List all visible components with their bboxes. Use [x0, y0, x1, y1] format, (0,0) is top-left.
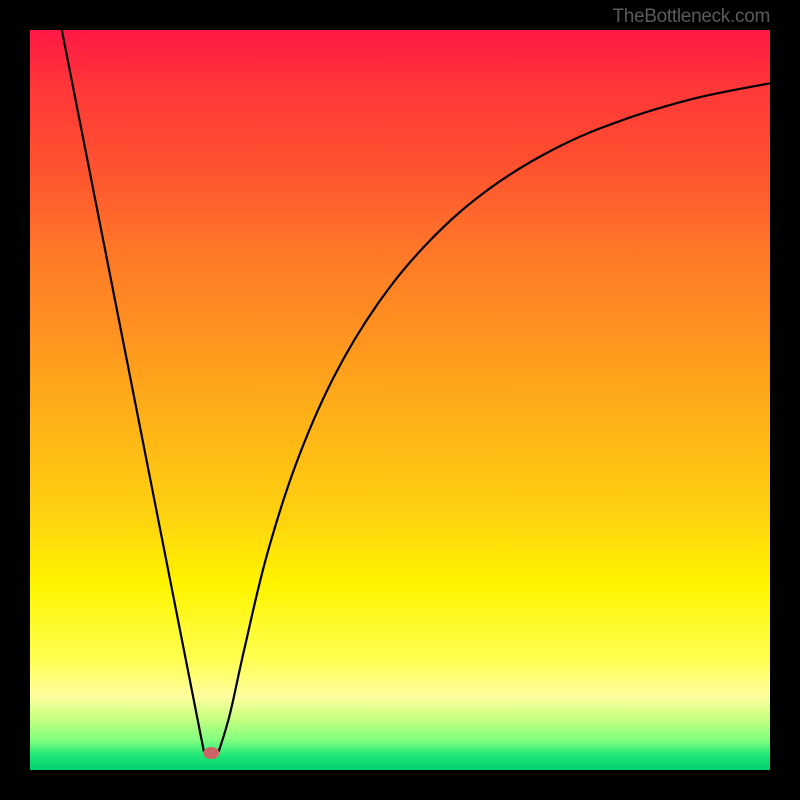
curve-layer [30, 30, 770, 770]
bottleneck-curve [62, 30, 770, 752]
watermark-label: TheBottleneck.com [612, 6, 770, 28]
plot-area [30, 30, 770, 770]
optimum-marker [203, 747, 219, 759]
chart-container: TheBottleneck.com [0, 0, 800, 800]
